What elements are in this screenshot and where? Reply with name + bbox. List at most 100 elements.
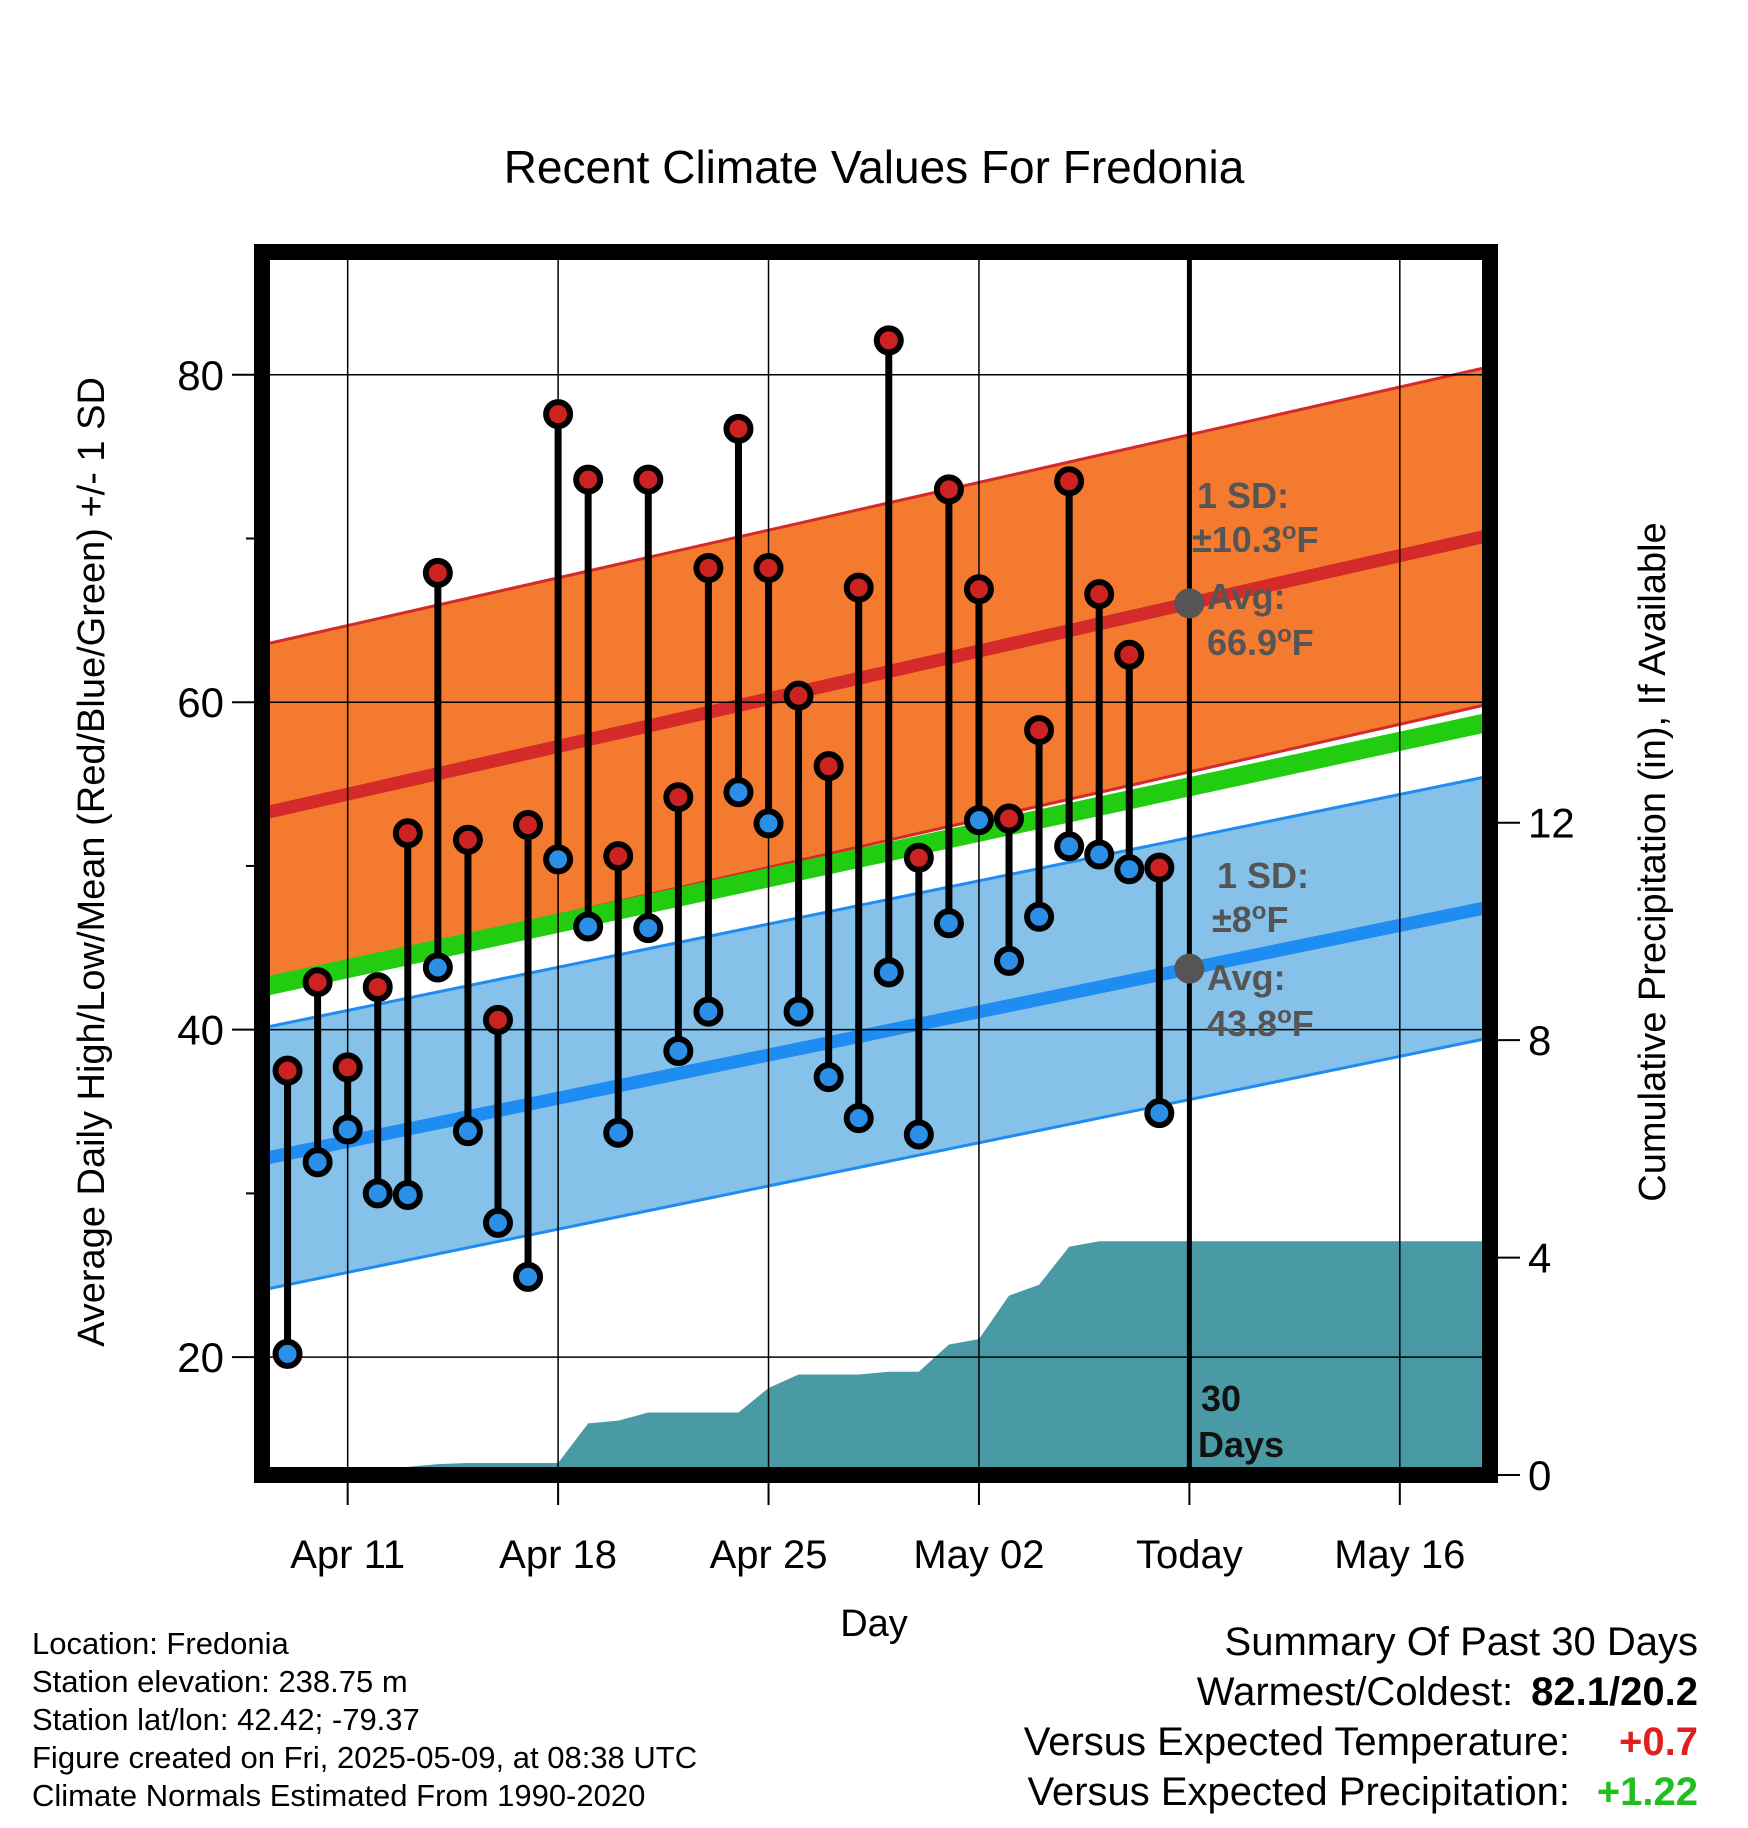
y-tick-label: 40 <box>177 1007 224 1054</box>
precip-value: +1.22 <box>1596 1770 1698 1814</box>
summary-temp: Versus Expected Temperature: +0.7 <box>1024 1717 1698 1767</box>
temp-value: +0.7 <box>1619 1720 1698 1764</box>
summary-panel: Summary Of Past 30 Days Warmest/Coldest:… <box>1024 1617 1698 1817</box>
elevation-text: Station elevation: 238.75 m <box>32 1664 408 1699</box>
y2-axis-label: Cumulative Precipitation (in), If Availa… <box>1632 522 1674 1201</box>
warm-cold-label: Warmest/Coldest: <box>1196 1670 1514 1714</box>
y2-tick-label: 12 <box>1528 800 1575 847</box>
daily-high-marker <box>543 399 574 430</box>
low-avg-label: Avg: <box>1207 957 1286 998</box>
normal-high-upper-edge <box>262 365 1490 647</box>
x-tick-label: Apr 25 <box>710 1533 828 1577</box>
x-tick-label: May 16 <box>1334 1533 1465 1577</box>
daily-high-marker <box>994 803 1025 834</box>
daily-low-marker <box>1024 901 1055 932</box>
precip-area <box>262 1241 1490 1475</box>
daily-low-marker <box>633 913 664 944</box>
low-sd-label: 1 SD: <box>1217 855 1309 896</box>
plot-frame <box>254 244 1498 1483</box>
today-high-avg-marker <box>1174 588 1205 619</box>
daily-high-marker <box>392 818 423 849</box>
y-tick-label: 80 <box>177 352 224 399</box>
daily-high-marker <box>482 1004 513 1035</box>
daily-high-marker <box>663 782 694 813</box>
daily-low-marker <box>783 996 814 1027</box>
summary-warm-cold: Warmest/Coldest: 82.1/20.2 <box>1024 1667 1698 1717</box>
daily-low-marker <box>452 1116 483 1147</box>
summary-heading: Summary Of Past 30 Days <box>1224 1620 1698 1664</box>
daily-low-marker <box>422 952 453 983</box>
daily-low-marker <box>903 1119 934 1150</box>
daily-high-marker <box>633 464 664 495</box>
low-sd-value: ±8oF <box>1212 898 1288 941</box>
daily-high-marker <box>903 842 934 873</box>
temp-label: Versus Expected Temperature: <box>1023 1720 1570 1764</box>
daily-high-marker <box>1054 466 1085 497</box>
y-tick-label: 20 <box>177 1334 224 1381</box>
daily-high-marker <box>1144 852 1175 883</box>
y-axis-label: Average Daily High/Low/Mean (Red/Blue/Gr… <box>71 377 113 1347</box>
x-axis-label: Day <box>840 1603 908 1645</box>
x-tick-label: Apr 11 <box>290 1533 405 1577</box>
y2-tick-label: 8 <box>1528 1017 1551 1064</box>
x-tick-label: Apr 18 <box>499 1533 617 1577</box>
daily-low-marker <box>362 1178 393 1209</box>
daily-low-marker <box>994 945 1025 976</box>
daily-low-marker <box>272 1338 303 1369</box>
station-info: Location: Fredonia Station elevation: 23… <box>32 1625 697 1815</box>
daily-low-marker <box>963 805 994 836</box>
daily-low-marker <box>573 911 604 942</box>
daily-low-marker <box>332 1114 363 1145</box>
summary-precip: Versus Expected Precipitation: +1.22 <box>1024 1767 1698 1817</box>
high-avg-label: Avg: <box>1207 576 1286 617</box>
daily-high-marker <box>843 572 874 603</box>
daily-high-marker <box>332 1052 363 1083</box>
daily-low-marker <box>1114 854 1145 885</box>
low-avg-value: 43.8oF <box>1207 1002 1314 1045</box>
daily-high-marker <box>302 967 333 998</box>
y2-tick-label: 0 <box>1528 1452 1551 1499</box>
chart-title: Recent Climate Values For Fredonia <box>504 141 1245 193</box>
high-sd-value: ±10.3oF <box>1192 518 1319 561</box>
x-tick-label: May 02 <box>913 1533 1044 1577</box>
daily-low-marker <box>723 777 754 808</box>
y-tick-label: 60 <box>177 679 224 726</box>
daily-high-marker <box>573 464 604 495</box>
daily-high-marker <box>933 474 964 505</box>
normal-low-lower-edge <box>262 1036 1490 1292</box>
daily-low-marker <box>813 1062 844 1093</box>
high-avg-value: 66.9oF <box>1207 621 1314 664</box>
daily-low-marker <box>663 1035 694 1066</box>
daily-high-marker <box>783 680 814 711</box>
daily-low-marker <box>1084 839 1115 870</box>
daily-high-marker <box>693 552 724 583</box>
daily-high-marker <box>813 751 844 782</box>
daily-low-marker <box>543 844 574 875</box>
daily-high-marker <box>963 574 994 605</box>
daily-high-marker <box>1084 579 1115 610</box>
daily-low-marker <box>873 957 904 988</box>
today-low-avg-marker <box>1174 953 1205 984</box>
daily-low-marker <box>843 1103 874 1134</box>
daily-low-marker <box>753 808 784 839</box>
high-sd-label: 1 SD: <box>1197 475 1289 516</box>
daily-high-marker <box>452 824 483 855</box>
x-tick-label: Today <box>1136 1533 1243 1577</box>
daily-low-marker <box>392 1180 423 1211</box>
normal-high-line <box>262 528 1490 820</box>
daily-high-marker <box>1114 639 1145 670</box>
y2-tick-label: 4 <box>1528 1235 1551 1282</box>
daily-low-marker <box>933 908 964 939</box>
daily-high-marker <box>422 557 453 588</box>
daily-high-marker <box>753 552 784 583</box>
warm-cold-value: 82.1/20.2 <box>1531 1670 1698 1714</box>
daily-low-marker <box>1144 1098 1175 1129</box>
daily-high-marker <box>603 841 634 872</box>
normals-text: Climate Normals Estimated From 1990-2020 <box>32 1778 646 1813</box>
daily-high-marker <box>873 325 904 356</box>
precip-label: Versus Expected Precipitation: <box>1027 1770 1570 1814</box>
daily-high-marker <box>513 810 544 841</box>
daily-low-marker <box>513 1261 544 1292</box>
window-label-days: Days <box>1198 1424 1284 1465</box>
